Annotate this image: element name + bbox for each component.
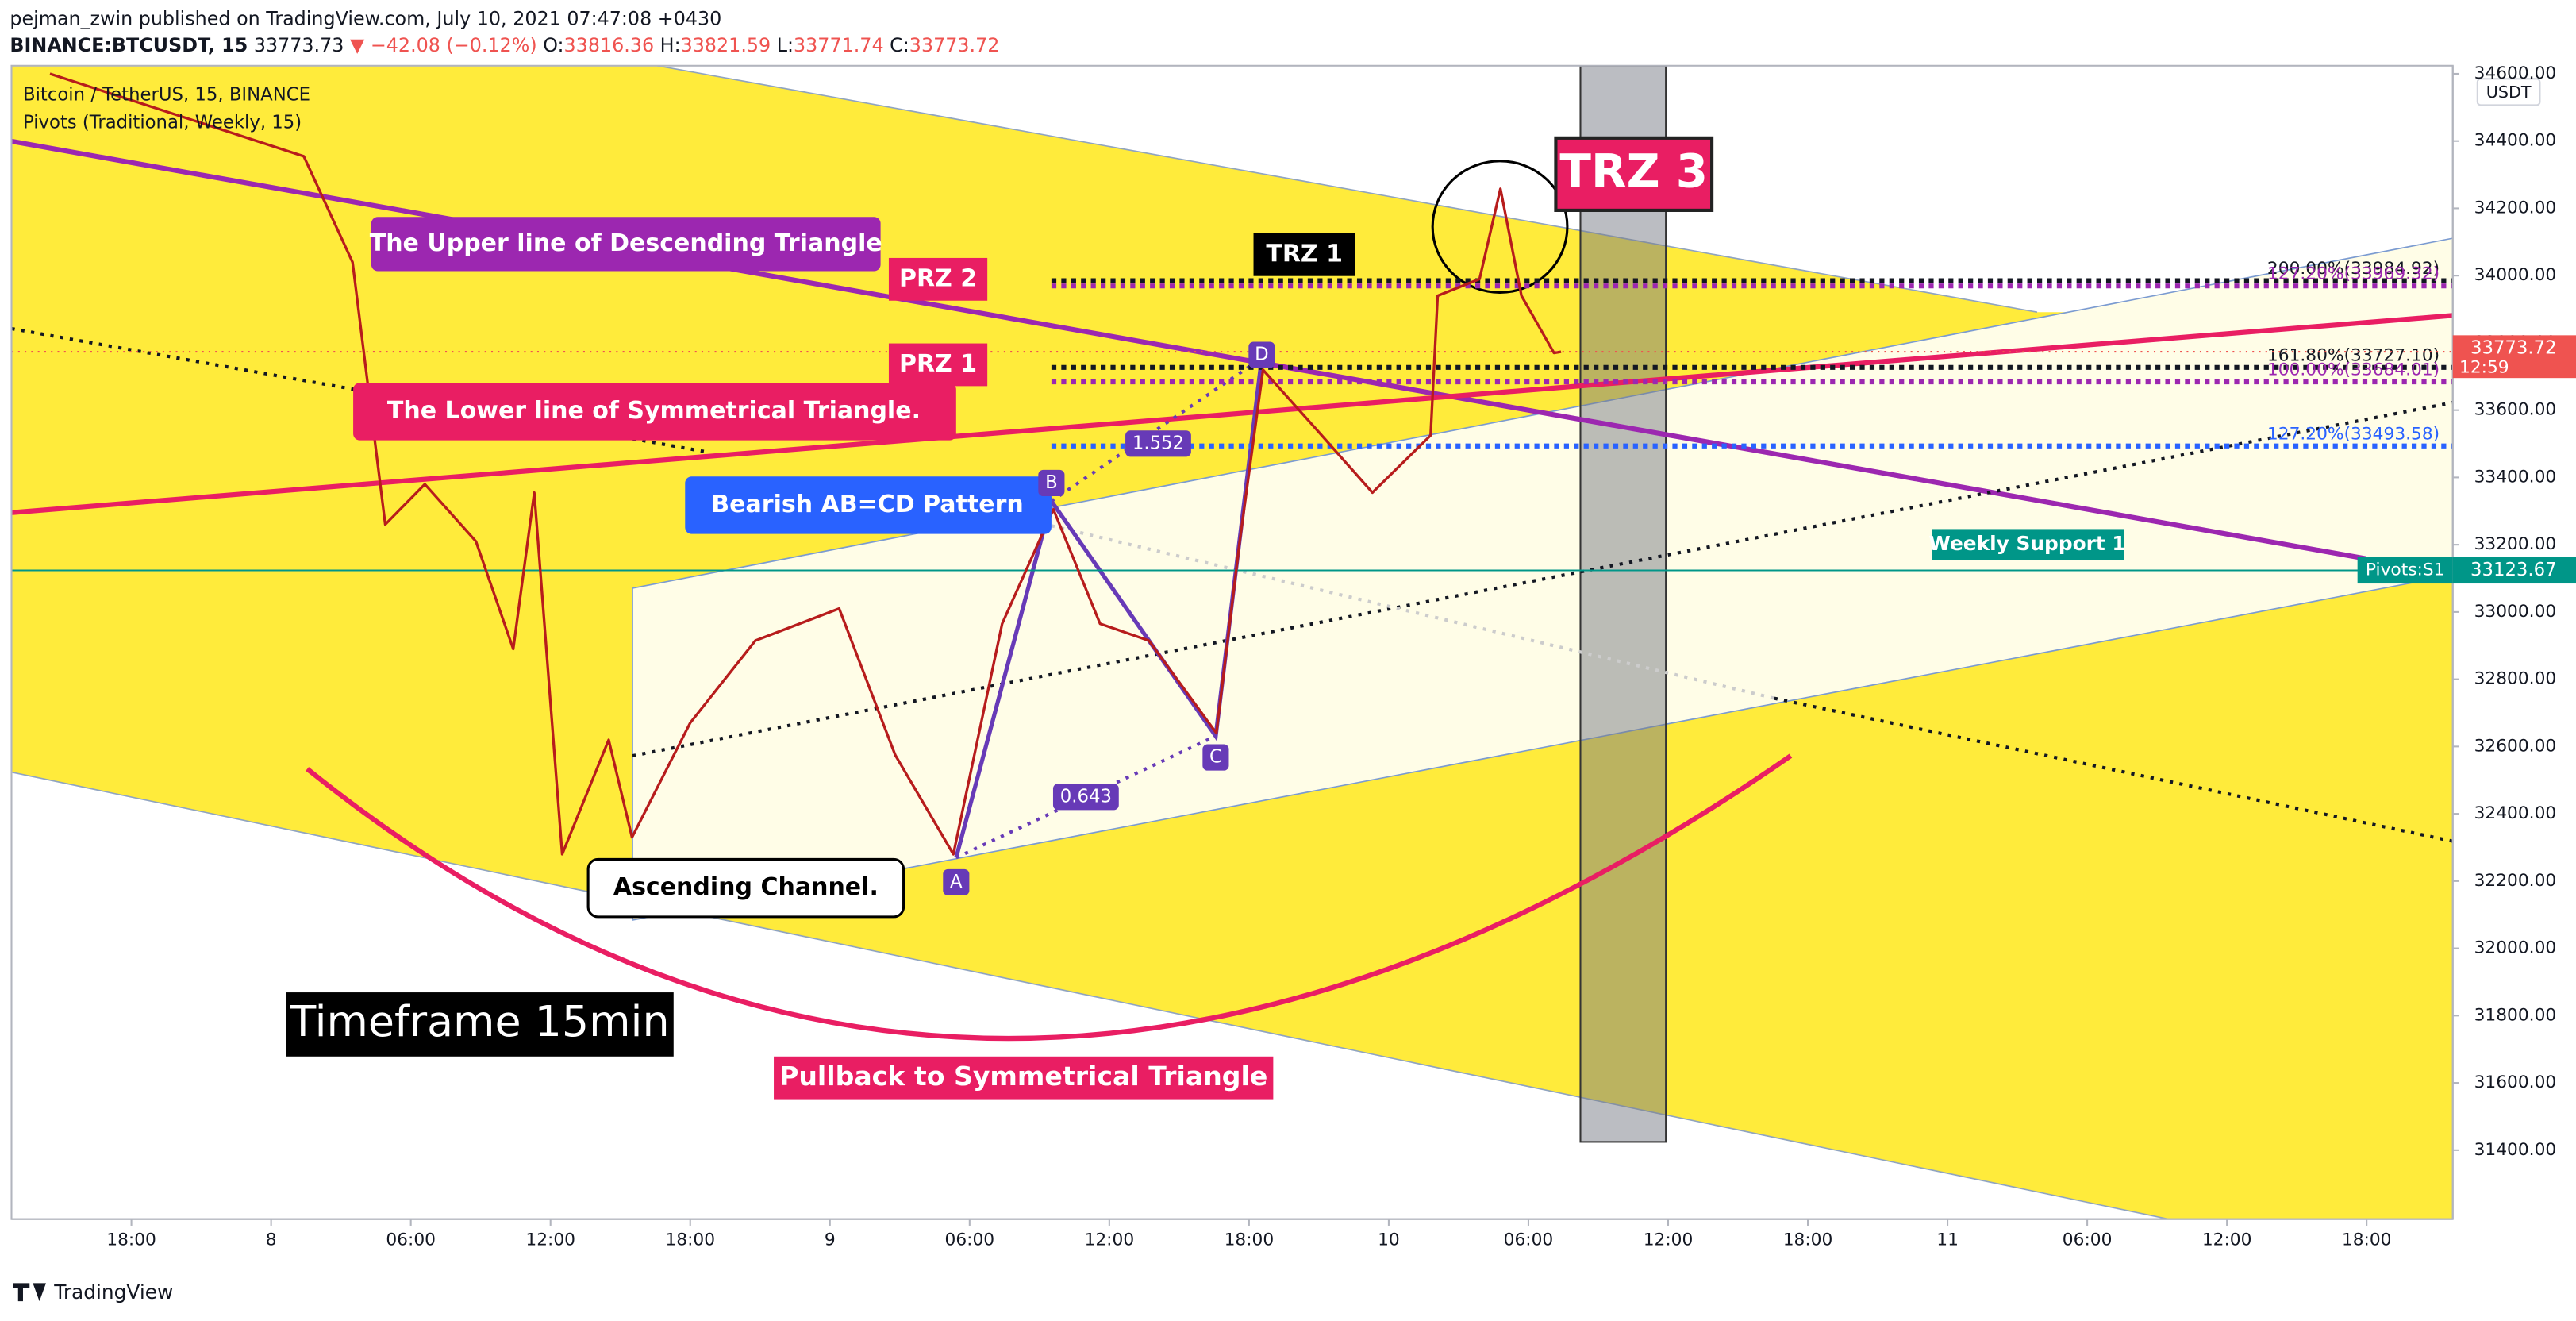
last-price-box bbox=[2452, 335, 2576, 379]
annotations: The Upper line of Descending Triangle PR… bbox=[286, 136, 2126, 1100]
currency: USDT bbox=[2486, 83, 2532, 102]
data-layer: 200.00%(33984.92)127.20%(33969.32) 161.80… bbox=[11, 72, 2453, 856]
y-tick-label: 32600.00 bbox=[2474, 736, 2557, 756]
annotation: PRZ 2 bbox=[899, 264, 977, 292]
x-tick-label: 18:00 bbox=[1783, 1230, 1833, 1250]
legend-pivots: Pivots (Traditional, Weekly, 15) bbox=[23, 113, 302, 133]
annotation: Bearish AB=CD Pattern bbox=[711, 491, 1023, 518]
price-line bbox=[49, 72, 1562, 856]
annotation: The Upper line of Descending Triangle bbox=[370, 229, 882, 257]
symbol-line: BINANCE:BTCUSDT, 15 33773.73 ▼ −42.08 (−… bbox=[10, 33, 999, 56]
y-tick-label: 33000.00 bbox=[2474, 602, 2557, 622]
x-tick-label: 12:00 bbox=[1644, 1230, 1694, 1250]
annotation: TRZ 1 bbox=[1266, 240, 1343, 268]
y-tick-label: 33600.00 bbox=[2474, 400, 2557, 420]
x-tick-label: 12:00 bbox=[2202, 1230, 2252, 1250]
x-tick-label: 11 bbox=[1936, 1230, 1959, 1250]
annotation: Ascending Channel. bbox=[613, 873, 879, 901]
fib-label: 100.00%(33684.01) bbox=[2267, 360, 2440, 380]
change: ▼ −42.08 (−0.12%) bbox=[350, 33, 537, 56]
pivot-name-box bbox=[2357, 557, 2453, 584]
y-tick-label: 31400.00 bbox=[2474, 1140, 2557, 1160]
annotation: Weekly Support 1 bbox=[1928, 532, 2125, 555]
last-price: 33773.72 bbox=[2470, 337, 2557, 358]
y-tick-label: 32800.00 bbox=[2474, 669, 2557, 689]
x-tick-label: 18:00 bbox=[665, 1230, 715, 1250]
y-tick-label: 32200.00 bbox=[2474, 871, 2557, 891]
y-tick-label: 32000.00 bbox=[2474, 938, 2557, 958]
y-tick-label: 34600.00 bbox=[2474, 64, 2557, 83]
x-tick-label: 18:00 bbox=[1225, 1230, 1275, 1250]
brand: TradingView bbox=[53, 1281, 173, 1304]
pivot-price: 33123.67 bbox=[2470, 560, 2557, 580]
y-tick-label: 32400.00 bbox=[2474, 803, 2557, 823]
high: 33821.59 bbox=[681, 33, 771, 56]
x-tick-label: 18:00 bbox=[2342, 1230, 2392, 1250]
y-tick-label: 34000.00 bbox=[2474, 265, 2557, 285]
countdown: 12:59 bbox=[2459, 358, 2509, 378]
annotation: Pullback to Symmetrical Triangle bbox=[779, 1061, 1267, 1092]
annotation: Timeframe 15min bbox=[289, 996, 669, 1046]
point-label: A bbox=[950, 872, 963, 892]
y-tick-label: 33400.00 bbox=[2474, 467, 2557, 487]
annotation: 0.643 bbox=[1060, 786, 1112, 807]
y-tick-label: 33200.00 bbox=[2474, 534, 2557, 554]
axes: 31400.00 31600.00 31800.00 32000.00 32200.00… bbox=[11, 64, 2576, 1250]
fib-label: 127.20%(33493.58) bbox=[2267, 424, 2440, 444]
annotation: The Lower line of Symmetrical Triangle. bbox=[387, 397, 921, 425]
l-label: L: bbox=[777, 33, 794, 56]
o-label: O: bbox=[543, 33, 563, 56]
x-tick-label: 8 bbox=[266, 1230, 277, 1250]
annotation: TRZ 3 bbox=[1559, 144, 1708, 198]
y-tick-label: 31800.00 bbox=[2474, 1005, 2557, 1025]
annotation: PRZ 1 bbox=[899, 350, 977, 378]
x-tick-label: 18:00 bbox=[106, 1230, 156, 1250]
open: 33816.36 bbox=[564, 33, 655, 56]
c-label: C: bbox=[890, 33, 909, 56]
x-tick-label: 9 bbox=[825, 1230, 836, 1250]
x-tick-label: 06:00 bbox=[945, 1230, 995, 1250]
point-label: C bbox=[1209, 747, 1222, 768]
annotation: 1.552 bbox=[1132, 433, 1184, 453]
plot-background bbox=[11, 65, 2453, 1219]
x-tick-label: 12:00 bbox=[525, 1230, 575, 1250]
y-tick-label: 31600.00 bbox=[2474, 1073, 2557, 1092]
x-tick-label: 12:00 bbox=[1085, 1230, 1135, 1250]
y-tick-label: 34400.00 bbox=[2474, 131, 2557, 151]
pivot-name: Pivots:S1 bbox=[2366, 560, 2445, 580]
low: 33771.74 bbox=[794, 33, 884, 56]
x-tick-label: 10 bbox=[1378, 1230, 1400, 1250]
close: 33773.72 bbox=[909, 33, 1000, 56]
fib-label: 127.20%(33969.32) bbox=[2267, 264, 2440, 284]
publish-line: pejman_zwin published on TradingView.com… bbox=[10, 7, 721, 29]
x-tick-label: 06:00 bbox=[1504, 1230, 1554, 1250]
point-label: B bbox=[1045, 472, 1058, 493]
last: 33773.73 bbox=[254, 33, 344, 56]
point-label: D bbox=[1255, 345, 1269, 365]
legend-symbol: Bitcoin / TetherUS, 15, BINANCE bbox=[23, 85, 310, 106]
symbol: BINANCE:BTCUSDT, 15 bbox=[10, 33, 248, 56]
x-tick-label: 06:00 bbox=[386, 1230, 436, 1250]
x-tick-label: 06:00 bbox=[2063, 1230, 2113, 1250]
h-label: H: bbox=[660, 33, 681, 56]
fib-label: 200.00%(33984.92) bbox=[2267, 259, 2440, 279]
header: pejman_zwin published on TradingView.com… bbox=[10, 7, 2541, 1304]
pivot-price-box bbox=[2452, 557, 2576, 584]
fib-label: 161.80%(33727.10) bbox=[2267, 345, 2440, 365]
y-tick-label: 34200.00 bbox=[2474, 198, 2557, 218]
